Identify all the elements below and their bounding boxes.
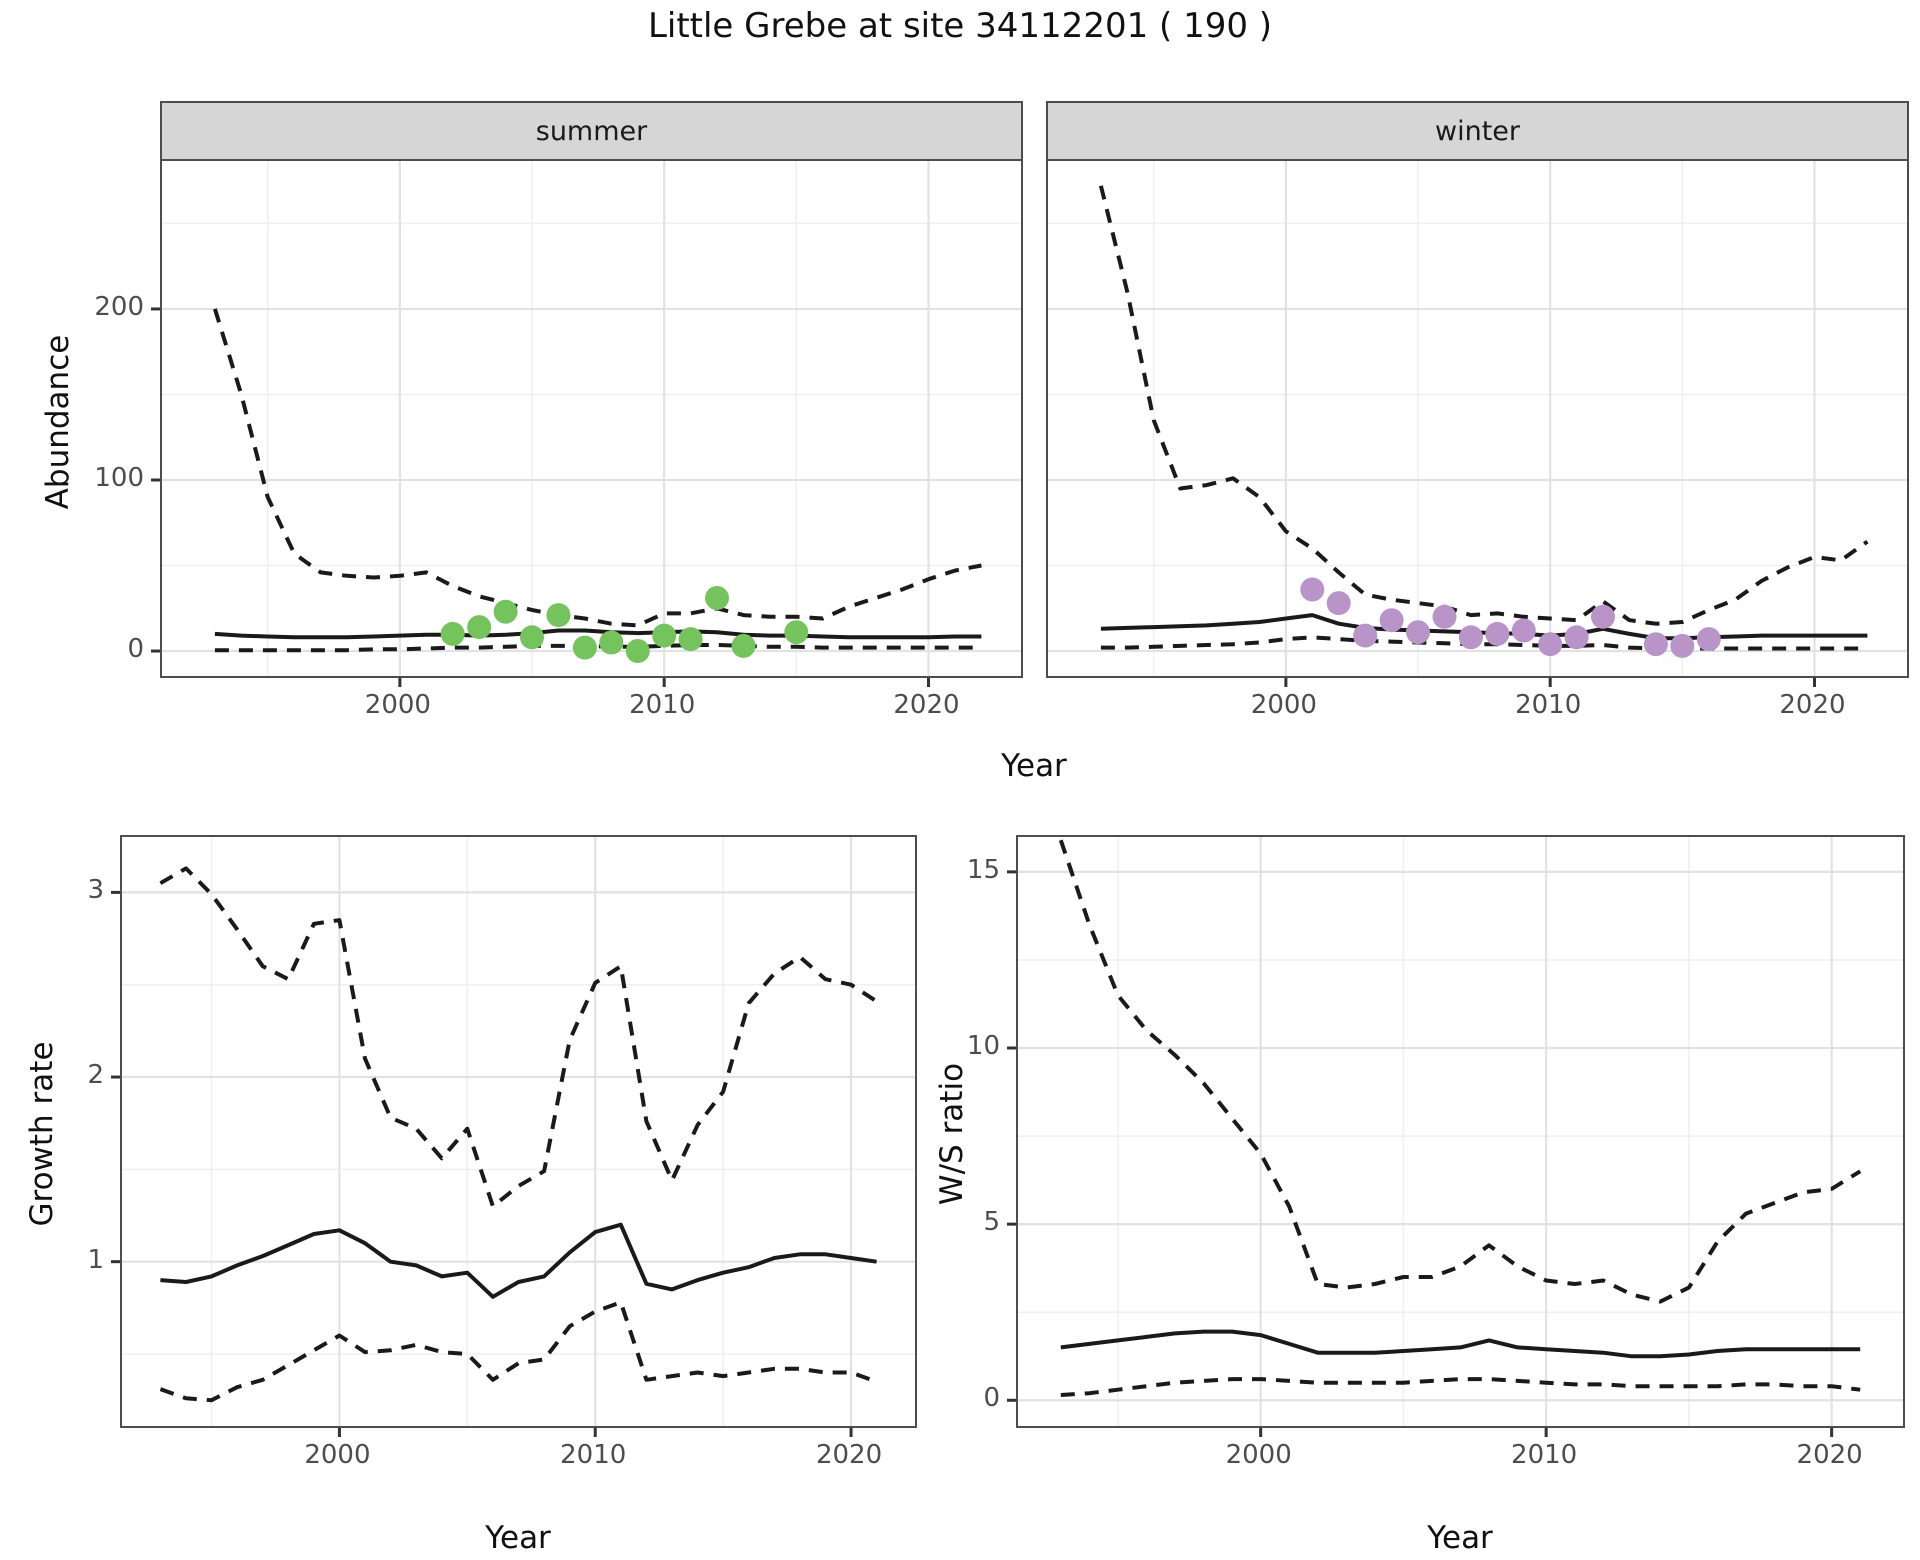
y-tick-label: 200 — [94, 291, 144, 322]
y-tick-label: 1 — [87, 1244, 104, 1275]
panel-abundance-summer — [151, 159, 1023, 687]
y-tick-label: 2 — [87, 1060, 104, 1091]
panel-growth-rate — [111, 835, 917, 1437]
y-tick-label: 10 — [966, 1031, 1000, 1061]
facet-strip-winter: winter — [1046, 101, 1909, 161]
x-tick-label: 2020 — [1796, 1440, 1863, 1470]
x-tick-label: 2010 — [1515, 690, 1582, 720]
x-tick-label: 2000 — [364, 690, 431, 720]
panel-ws-ratio — [1007, 835, 1905, 1437]
y-tick-label: 5 — [983, 1207, 1000, 1238]
y-tick-label: 100 — [94, 462, 144, 493]
y-tick-label: 15 — [966, 854, 1000, 885]
chart-ws-ratio — [1007, 837, 1903, 1437]
chart-abundance-winter — [1048, 161, 1907, 687]
facet-strip-summer-label: summer — [535, 115, 648, 147]
y-tick-label: 0 — [983, 1383, 1000, 1414]
x-axis-title-year-bottom-right: Year — [1427, 1520, 1493, 1556]
x-tick-label: 2020 — [1779, 690, 1846, 720]
facet-strip-winter-label: winter — [1435, 115, 1520, 147]
facet-strip-summer: summer — [160, 101, 1023, 161]
x-tick-label: 2010 — [629, 690, 696, 720]
x-tick-label: 2000 — [304, 1440, 371, 1470]
page-title: Little Grebe at site 34112201 ( 190 ) — [647, 6, 1273, 46]
x-axis-title-year-bottom-left: Year — [485, 1520, 551, 1556]
panel-abundance-winter — [1046, 159, 1909, 687]
x-tick-label: 2000 — [1225, 1440, 1292, 1470]
y-axis-title-abundance: Abundance — [40, 334, 76, 510]
chart-growth-rate — [111, 837, 915, 1437]
y-tick-label: 0 — [127, 634, 144, 665]
y-axis-title-growth-rate: Growth rate — [24, 1041, 60, 1227]
x-axis-title-year-top: Year — [1001, 748, 1067, 784]
x-tick-label: 2010 — [560, 1440, 627, 1470]
y-tick-label: 3 — [87, 875, 104, 906]
x-tick-label: 2010 — [1511, 1440, 1578, 1470]
x-tick-label: 2000 — [1250, 690, 1317, 720]
x-tick-label: 2020 — [815, 1440, 883, 1470]
chart-abundance-summer — [151, 161, 1021, 687]
x-tick-label: 2020 — [893, 690, 960, 720]
